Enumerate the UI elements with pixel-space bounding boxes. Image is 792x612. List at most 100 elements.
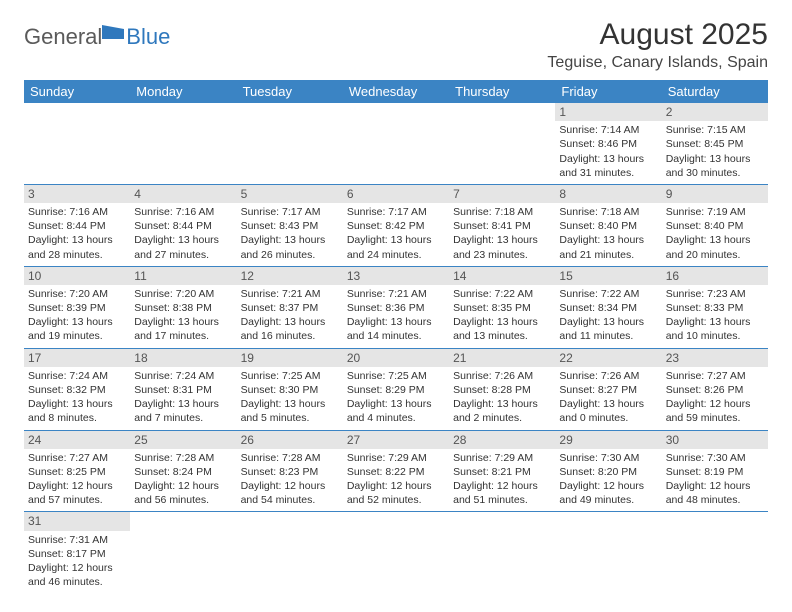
day-number: 25: [130, 431, 236, 449]
daylight-text: and 7 minutes.: [134, 411, 232, 425]
sunrise-text: Sunrise: 7:30 AM: [559, 451, 657, 465]
sunset-text: Sunset: 8:36 PM: [347, 301, 445, 315]
sunset-text: Sunset: 8:44 PM: [134, 219, 232, 233]
day-number: 21: [449, 349, 555, 367]
calendar-day-cell: [662, 512, 768, 593]
calendar-day-cell: 30Sunrise: 7:30 AMSunset: 8:19 PMDayligh…: [662, 430, 768, 512]
daylight-text: and 2 minutes.: [453, 411, 551, 425]
calendar-day-cell: 2Sunrise: 7:15 AMSunset: 8:45 PMDaylight…: [662, 103, 768, 184]
sunrise-text: Sunrise: 7:26 AM: [453, 369, 551, 383]
day-number: 13: [343, 267, 449, 285]
calendar-day-cell: [237, 512, 343, 593]
sunset-text: Sunset: 8:34 PM: [559, 301, 657, 315]
day-number: 29: [555, 431, 661, 449]
calendar-day-cell: 17Sunrise: 7:24 AMSunset: 8:32 PMDayligh…: [24, 348, 130, 430]
sunset-text: Sunset: 8:39 PM: [28, 301, 126, 315]
day-number: 15: [555, 267, 661, 285]
sunrise-text: Sunrise: 7:21 AM: [347, 287, 445, 301]
daylight-text: and 23 minutes.: [453, 248, 551, 262]
day-number: 5: [237, 185, 343, 203]
calendar-day-cell: 24Sunrise: 7:27 AMSunset: 8:25 PMDayligh…: [24, 430, 130, 512]
daylight-text: Daylight: 12 hours: [559, 479, 657, 493]
sunset-text: Sunset: 8:17 PM: [28, 547, 126, 561]
calendar-day-cell: 4Sunrise: 7:16 AMSunset: 8:44 PMDaylight…: [130, 184, 236, 266]
sunset-text: Sunset: 8:40 PM: [666, 219, 764, 233]
day-number: 27: [343, 431, 449, 449]
logo-text-blue: Blue: [126, 24, 170, 50]
daylight-text: Daylight: 13 hours: [134, 233, 232, 247]
day-number: 24: [24, 431, 130, 449]
daylight-text: Daylight: 13 hours: [134, 397, 232, 411]
sunrise-text: Sunrise: 7:26 AM: [559, 369, 657, 383]
daylight-text: and 21 minutes.: [559, 248, 657, 262]
calendar-week-row: 10Sunrise: 7:20 AMSunset: 8:39 PMDayligh…: [24, 266, 768, 348]
sunset-text: Sunset: 8:26 PM: [666, 383, 764, 397]
sunrise-text: Sunrise: 7:22 AM: [453, 287, 551, 301]
calendar-day-cell: 29Sunrise: 7:30 AMSunset: 8:20 PMDayligh…: [555, 430, 661, 512]
daylight-text: Daylight: 13 hours: [241, 397, 339, 411]
sunrise-text: Sunrise: 7:27 AM: [666, 369, 764, 383]
sunrise-text: Sunrise: 7:24 AM: [134, 369, 232, 383]
daylight-text: and 57 minutes.: [28, 493, 126, 507]
sunset-text: Sunset: 8:43 PM: [241, 219, 339, 233]
calendar-day-cell: 26 Sunrise: 7:28 AMSunset: 8:23 PMDayligh…: [237, 430, 343, 512]
daylight-text: Daylight: 13 hours: [28, 397, 126, 411]
weekday-header: Thursday: [449, 80, 555, 103]
calendar-week-row: 31Sunrise: 7:31 AMSunset: 8:17 PMDayligh…: [24, 512, 768, 593]
daylight-text: and 20 minutes.: [666, 248, 764, 262]
day-number: 19: [237, 349, 343, 367]
daylight-text: Daylight: 13 hours: [559, 152, 657, 166]
daylight-text: Daylight: 13 hours: [559, 315, 657, 329]
sunset-text: Sunset: 8:42 PM: [347, 219, 445, 233]
daylight-text: Daylight: 12 hours: [347, 479, 445, 493]
daylight-text: and 5 minutes.: [241, 411, 339, 425]
day-number: 7: [449, 185, 555, 203]
calendar-day-cell: [24, 103, 130, 184]
calendar-day-cell: [449, 103, 555, 184]
sunrise-text: Sunrise: 7:31 AM: [28, 533, 126, 547]
daylight-text: Daylight: 12 hours: [666, 479, 764, 493]
calendar-table: Sunday Monday Tuesday Wednesday Thursday…: [24, 80, 768, 593]
calendar-day-cell: [343, 103, 449, 184]
sunrise-text: Sunrise: 7:29 AM: [453, 451, 551, 465]
calendar-day-cell: 25Sunrise: 7:28 AMSunset: 8:24 PMDayligh…: [130, 430, 236, 512]
sunset-text: Sunset: 8:23 PM: [241, 465, 339, 479]
day-number: 20: [343, 349, 449, 367]
daylight-text: Daylight: 13 hours: [453, 397, 551, 411]
calendar-day-cell: 11Sunrise: 7:20 AMSunset: 8:38 PMDayligh…: [130, 266, 236, 348]
calendar-day-cell: 7Sunrise: 7:18 AMSunset: 8:41 PMDaylight…: [449, 184, 555, 266]
calendar-day-cell: 19Sunrise: 7:25 AMSunset: 8:30 PMDayligh…: [237, 348, 343, 430]
day-number: 2: [662, 103, 768, 121]
sunrise-text: Sunrise: 7:17 AM: [347, 205, 445, 219]
logo-text-general: General: [24, 24, 102, 50]
day-number: 26: [237, 431, 343, 449]
sunrise-text: Sunrise: 7:22 AM: [559, 287, 657, 301]
daylight-text: Daylight: 12 hours: [134, 479, 232, 493]
sunrise-text: Sunrise: 7:18 AM: [559, 205, 657, 219]
sunrise-text: Sunrise: 7:17 AM: [241, 205, 339, 219]
daylight-text: and 30 minutes.: [666, 166, 764, 180]
calendar-day-cell: [449, 512, 555, 593]
daylight-text: Daylight: 12 hours: [241, 479, 339, 493]
calendar-week-row: 3Sunrise: 7:16 AMSunset: 8:44 PMDaylight…: [24, 184, 768, 266]
calendar-day-cell: [555, 512, 661, 593]
sunrise-text: Sunrise: 7:18 AM: [453, 205, 551, 219]
sunrise-text: Sunrise: 7:28 AM: [134, 451, 232, 465]
sunrise-text: Sunrise: 7:28 AM: [241, 451, 339, 465]
weekday-header: Tuesday: [237, 80, 343, 103]
sunset-text: Sunset: 8:40 PM: [559, 219, 657, 233]
daylight-text: and 27 minutes.: [134, 248, 232, 262]
daylight-text: Daylight: 13 hours: [559, 233, 657, 247]
weekday-header: Wednesday: [343, 80, 449, 103]
daylight-text: and 17 minutes.: [134, 329, 232, 343]
daylight-text: and 4 minutes.: [347, 411, 445, 425]
daylight-text: and 16 minutes.: [241, 329, 339, 343]
daylight-text: Daylight: 13 hours: [28, 315, 126, 329]
weekday-header: Friday: [555, 80, 661, 103]
day-number: 8: [555, 185, 661, 203]
calendar-day-cell: 15 Sunrise: 7:22 AMSunset: 8:34 PMDayligh…: [555, 266, 661, 348]
calendar-day-cell: 8 Sunrise: 7:18 AMSunset: 8:40 PMDaylight…: [555, 184, 661, 266]
calendar-day-cell: 13Sunrise: 7:21 AMSunset: 8:36 PMDayligh…: [343, 266, 449, 348]
daylight-text: Daylight: 13 hours: [241, 233, 339, 247]
calendar-day-cell: 9Sunrise: 7:19 AMSunset: 8:40 PMDaylight…: [662, 184, 768, 266]
